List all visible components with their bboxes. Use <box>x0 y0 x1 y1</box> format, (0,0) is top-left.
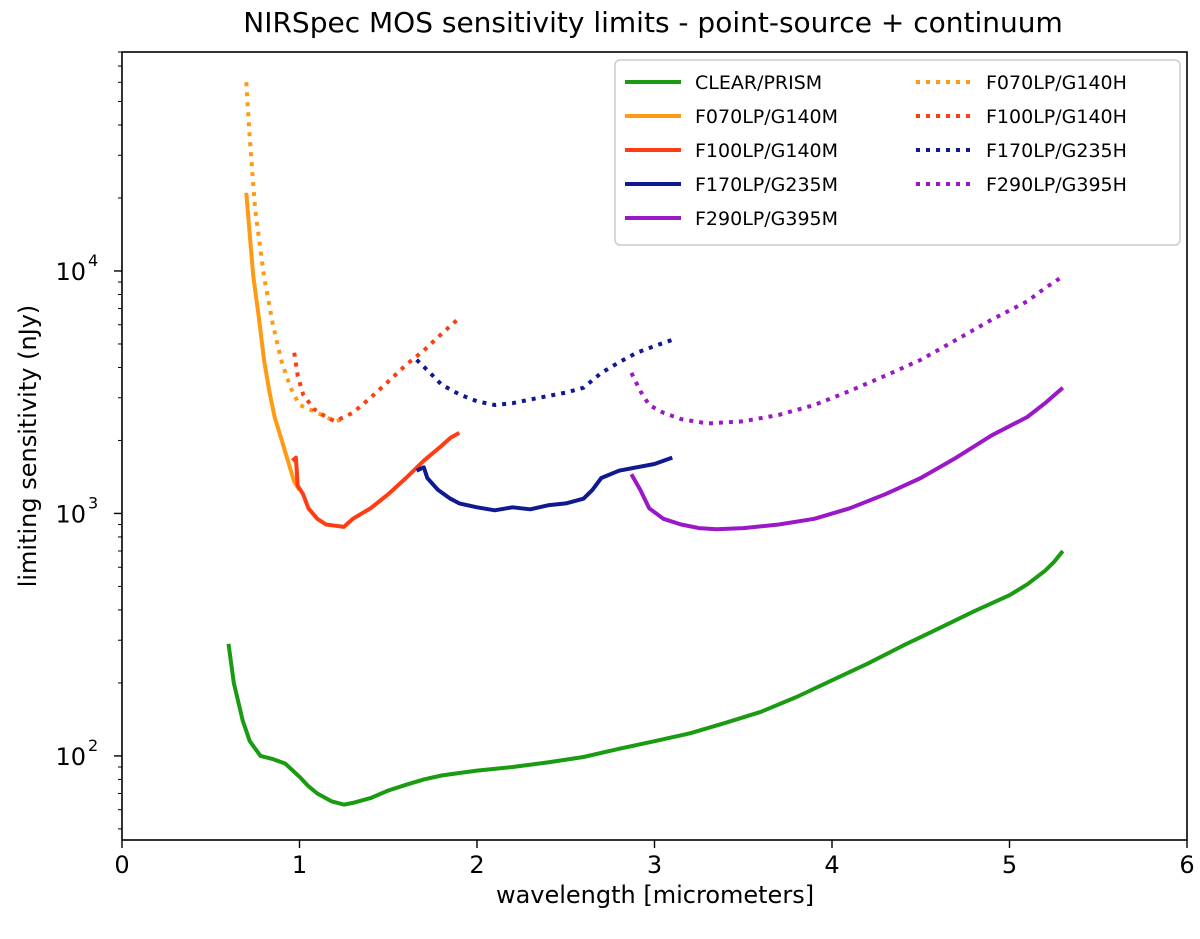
legend-label: F070LP/G140H <box>986 72 1127 94</box>
x-tick-label: 1 <box>292 851 307 879</box>
y-tick-label: 10 <box>55 258 86 286</box>
x-tick-label: 0 <box>114 851 129 879</box>
x-tick-label: 4 <box>824 851 839 879</box>
y-tick-base: 10 <box>55 500 86 528</box>
series-line-f290lp-g395m <box>629 386 1065 532</box>
legend-label: F100LP/G140H <box>986 106 1127 128</box>
y-axis-label: limiting sensitivity (nJy) <box>14 305 42 588</box>
x-axis-label: wavelength [micrometers] <box>496 881 814 909</box>
series-line-clear-prism <box>226 549 1065 807</box>
legend-label: F100LP/G140M <box>695 140 838 162</box>
legend-box <box>614 59 1181 246</box>
x-tick-label: 2 <box>469 851 484 879</box>
y-tick-base: 10 <box>55 258 86 286</box>
x-tick-label: 6 <box>1179 851 1194 879</box>
series-line-f290lp-g395h <box>629 274 1064 426</box>
x-axis: 0 1 2 3 4 5 6 <box>114 840 1195 879</box>
series-line-f170lp-g235h <box>415 337 673 407</box>
legend-label: F290LP/G395M <box>695 208 838 230</box>
legend: CLEAR/PRISM F070LP/G140M F100LP/G140M F170L… <box>614 59 1181 246</box>
series-line-f070lp-g140m <box>244 192 302 491</box>
x-tick-label: 3 <box>647 851 662 879</box>
legend-label: F070LP/G140M <box>695 106 838 128</box>
y-tick-base: 10 <box>55 743 86 771</box>
series-line-f100lp-g140h <box>292 316 461 424</box>
x-tick-label: 5 <box>1002 851 1017 879</box>
series-layer <box>226 82 1065 807</box>
y-tick-exponent: 4 <box>88 251 98 270</box>
legend-label: CLEAR/PRISM <box>695 72 822 94</box>
y-tick-exponent: 2 <box>88 736 98 755</box>
y-tick-label: 10 <box>55 500 86 528</box>
chart-title: NIRSpec MOS sensitivity limits - point-s… <box>243 6 1062 39</box>
legend-label: F170LP/G235H <box>986 140 1127 162</box>
series-line-f070lp-g140h <box>244 82 345 424</box>
legend-label: F290LP/G395H <box>986 174 1127 196</box>
y-tick-exponent: 3 <box>88 493 98 512</box>
legend-label: F170LP/G235M <box>695 174 838 196</box>
y-tick-label: 10 <box>55 743 86 771</box>
series-line-f170lp-g235m <box>415 455 673 513</box>
series-line-f100lp-g140m <box>291 431 461 529</box>
